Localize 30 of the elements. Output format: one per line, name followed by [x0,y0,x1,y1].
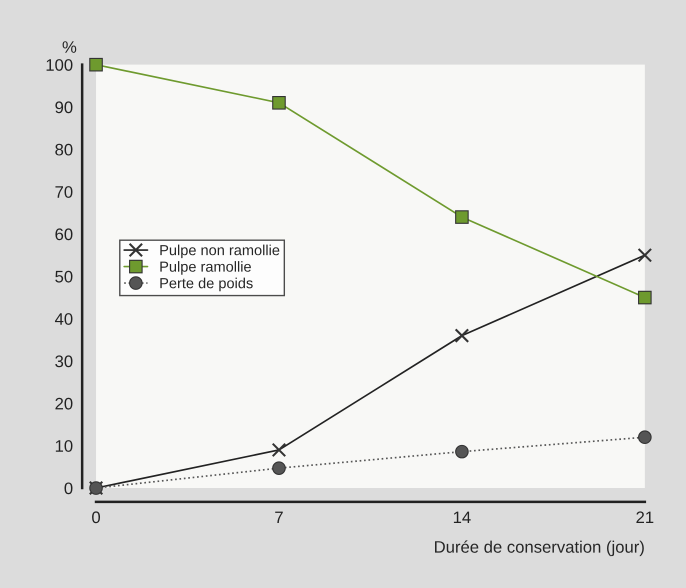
legend-label: Pulpe ramollie [160,261,251,275]
x-tick-label: 21 [636,511,654,524]
y-tick-label: 70 [55,186,72,198]
point [638,430,652,444]
point [638,290,652,304]
point [455,210,469,224]
y-tick-label: 60 [55,228,72,240]
x-tick-label: 14 [454,512,471,524]
y-tick-label: 100 [46,59,72,71]
point [272,96,286,110]
point [89,58,103,72]
point [272,461,286,475]
y-tick-label: 20 [55,398,72,410]
y-tick-label: 10 [56,440,72,452]
point [455,444,469,458]
point [638,248,652,262]
y-tick-label: 50 [55,270,72,283]
x-axis-title: Durée de conservation (jour) [435,540,644,556]
legend-label: Perte de poids [160,278,253,292]
point [272,442,286,458]
point [454,328,470,343]
y-tick-label: 0 [64,482,72,494]
y-tick-label: 40 [54,313,72,325]
y-tick-label: 30 [55,355,72,368]
y-tick-label: 80 [55,144,72,156]
x-tick-label: 7 [275,512,283,524]
x-tick-label: 0 [92,511,100,524]
y-axis-title: % [62,41,76,53]
y-tick-label: 90 [55,101,72,114]
legend-label: Pulpe non ramollie [160,244,280,258]
